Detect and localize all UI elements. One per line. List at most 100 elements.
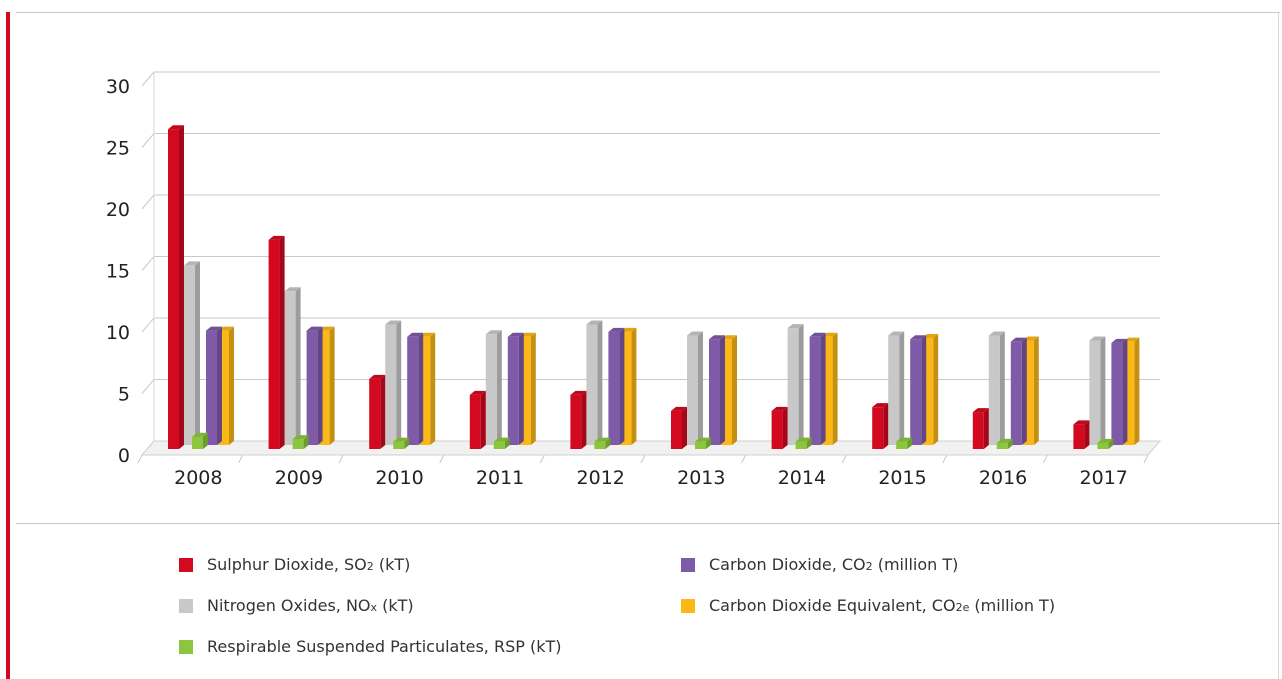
bar-top [393, 437, 410, 442]
x-tick-mark [942, 454, 948, 464]
x-tick-label: 2014 [778, 467, 826, 489]
y-tick-label: 10 [106, 322, 130, 344]
bar [1022, 340, 1034, 445]
bar-top [1097, 438, 1114, 443]
y-tick-label: 20 [106, 199, 130, 221]
bar [888, 335, 900, 445]
bar [206, 330, 217, 445]
bar-top [268, 235, 285, 240]
bar-top [168, 125, 184, 130]
bar [284, 291, 296, 445]
bar-top [292, 435, 309, 440]
bar-side [921, 335, 927, 445]
bar [218, 330, 229, 445]
accent-bar [6, 12, 10, 679]
x-tick-label: 2008 [174, 467, 222, 489]
y-tick-label: 15 [106, 261, 130, 283]
x-tick-label: 2015 [878, 467, 926, 489]
bar [485, 334, 497, 445]
bar-top [1089, 336, 1106, 341]
bar-side [404, 437, 410, 449]
x-tick-mark [137, 454, 143, 464]
bar-top [988, 331, 1005, 336]
bar [1097, 442, 1109, 449]
bar-side [530, 332, 536, 445]
bar-side [782, 406, 788, 449]
bar-side [933, 333, 939, 445]
bar-side [720, 335, 725, 445]
bar [972, 412, 984, 449]
y-tick-label: 5 [118, 384, 130, 406]
bar-top [469, 390, 486, 395]
bar-top [695, 437, 711, 442]
bar [318, 330, 330, 445]
bar-side [217, 326, 222, 445]
bar [407, 336, 419, 445]
bar [507, 336, 519, 445]
bar-side [597, 320, 603, 445]
bar-side [1108, 438, 1114, 449]
bar-side [832, 332, 838, 445]
x-tick-mark [539, 454, 545, 464]
bar [695, 441, 706, 449]
bar-side [179, 125, 184, 449]
bar [268, 239, 280, 449]
bar-top [586, 320, 603, 325]
bar [1073, 424, 1085, 449]
bar-side [907, 437, 913, 449]
bar-top [771, 406, 788, 411]
gridline-tick [141, 133, 155, 148]
bar-top [671, 406, 687, 411]
bar [393, 441, 405, 449]
bar [771, 410, 783, 449]
bar-side [1084, 420, 1090, 449]
bar [184, 265, 195, 445]
bar-side [303, 435, 309, 449]
x-tick-label: 2016 [979, 467, 1027, 489]
bar-side [203, 432, 208, 449]
gridline-tick [141, 256, 155, 271]
bar-top [493, 437, 510, 442]
x-tick-label: 2012 [577, 467, 625, 489]
bar-top [888, 331, 905, 336]
bar [292, 439, 304, 449]
bar-top [594, 437, 611, 442]
bar-top [608, 327, 625, 332]
bar-side [619, 327, 625, 445]
bar [570, 394, 582, 449]
bar-side [195, 261, 200, 445]
bar [988, 335, 1000, 445]
bar [608, 331, 620, 445]
bar [996, 442, 1008, 449]
bar [419, 336, 431, 445]
bar [1010, 341, 1022, 445]
bar [1111, 342, 1123, 445]
gridline-tick [141, 379, 155, 394]
bar [896, 441, 908, 449]
gridline-tick [141, 317, 155, 333]
bar-top [306, 326, 323, 331]
bar [1089, 340, 1101, 445]
bar [620, 331, 632, 445]
bar-top [1073, 420, 1090, 425]
bar [594, 441, 606, 449]
bar [306, 330, 318, 445]
bar-top [385, 320, 402, 325]
bar [687, 335, 698, 445]
bar-top [872, 403, 889, 408]
bar-side [380, 374, 386, 449]
bar-side [798, 324, 804, 445]
bar-top [1010, 337, 1027, 342]
bar-side [999, 331, 1005, 445]
bar-side [1033, 336, 1039, 445]
bar-side [1100, 336, 1106, 445]
bar [671, 410, 682, 449]
bar [1123, 341, 1135, 445]
bar-top [809, 332, 826, 337]
x-tick-mark [439, 454, 445, 464]
bar-side [504, 437, 510, 449]
x-tick-label: 2013 [677, 467, 725, 489]
gridline-tick [141, 71, 155, 87]
x-tick-mark [640, 454, 646, 464]
x-tick-mark [841, 454, 847, 464]
